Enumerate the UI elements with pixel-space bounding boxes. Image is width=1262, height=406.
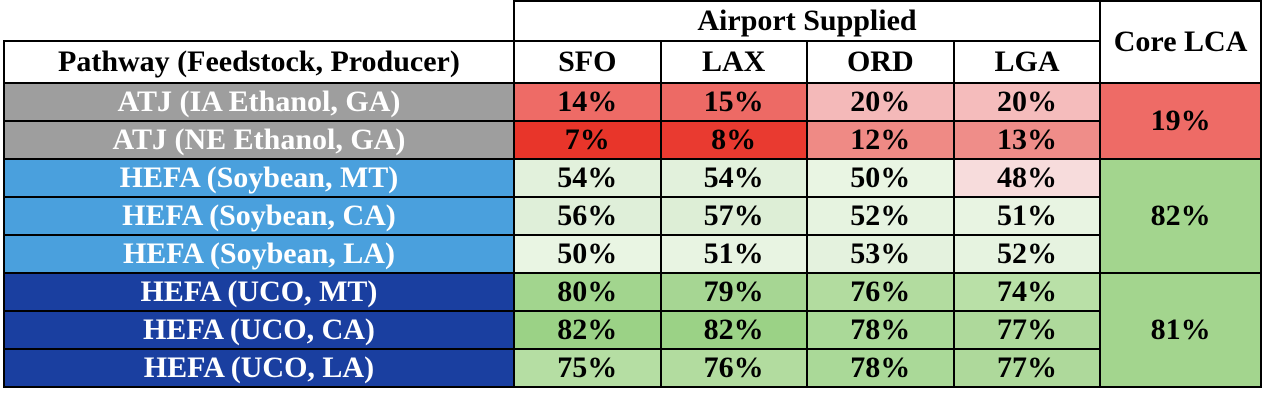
value-cell-ord: 78% bbox=[805, 310, 955, 350]
table-row: HEFA (Soybean, LA) 50% 51% 53% 52% bbox=[3, 234, 1261, 274]
pathway-cell: ATJ (IA Ethanol, GA) bbox=[3, 82, 515, 122]
value-cell-lax: 57% bbox=[659, 196, 808, 236]
table-row: HEFA (Soybean, CA) 56% 57% 52% 51% bbox=[3, 196, 1261, 236]
value-cell-lga: 77% bbox=[952, 348, 1102, 388]
table-row: HEFA (UCO, LA) 75% 76% 78% 77% bbox=[3, 348, 1261, 388]
airport-supplied-header: Airport Supplied bbox=[512, 0, 1102, 42]
core-lca-cell: 19% bbox=[1099, 82, 1262, 160]
value-cell-sfo: 75% bbox=[512, 348, 662, 388]
value-cell-lax: 76% bbox=[659, 348, 808, 388]
core-lca-header: Core LCA bbox=[1099, 0, 1262, 84]
value-cell-lga: 13% bbox=[952, 120, 1102, 160]
table-row: HEFA (UCO, MT) 80% 79% 76% 74% 81% bbox=[3, 272, 1262, 388]
value-cell-sfo: 7% bbox=[512, 120, 662, 160]
value-cell-lax: 8% bbox=[659, 120, 808, 160]
pathway-cell: ATJ (NE Ethanol, GA) bbox=[3, 120, 515, 160]
pathway-cell: HEFA (Soybean, CA) bbox=[3, 196, 515, 236]
value-cell-lga: 48% bbox=[952, 158, 1102, 198]
airport-header-sfo: SFO bbox=[512, 40, 662, 84]
value-cell-ord: 76% bbox=[805, 272, 955, 312]
value-cell-sfo: 14% bbox=[512, 82, 662, 122]
value-cell-lga: 51% bbox=[952, 196, 1102, 236]
value-cell-lax: 79% bbox=[659, 272, 808, 312]
table-row: ATJ (NE Ethanol, GA) 7% 8% 12% 13% bbox=[3, 120, 1261, 160]
value-cell-sfo: 56% bbox=[512, 196, 662, 236]
value-cell-lax: 15% bbox=[659, 82, 808, 122]
value-cell-sfo: 54% bbox=[512, 158, 662, 198]
table-row: ATJ (IA Ethanol, GA) 14% 15% 20% 20% 19% bbox=[3, 82, 1262, 160]
value-cell-ord: 50% bbox=[805, 158, 955, 198]
airport-header-lga: LGA bbox=[952, 40, 1102, 84]
table-row: HEFA (UCO, CA) 82% 82% 78% 77% bbox=[3, 310, 1261, 350]
pathway-cell: HEFA (Soybean, LA) bbox=[3, 234, 515, 274]
airport-header-ord: ORD bbox=[805, 40, 955, 84]
value-cell-lax: 82% bbox=[659, 310, 808, 350]
core-lca-cell: 81% bbox=[1099, 272, 1262, 388]
value-cell-lax: 51% bbox=[659, 234, 808, 274]
value-cell-lga: 20% bbox=[952, 82, 1102, 122]
table-body: ATJ (IA Ethanol, GA) 14% 15% 20% 20% 19% ATJ (… bbox=[3, 82, 1262, 388]
value-cell-ord: 78% bbox=[805, 348, 955, 388]
value-cell-ord: 53% bbox=[805, 234, 955, 274]
lca-table: Airport Supplied Core LCA Pathway (Feeds… bbox=[3, 0, 1262, 388]
value-cell-ord: 20% bbox=[805, 82, 955, 122]
pathway-header: Pathway (Feedstock, Producer) bbox=[3, 40, 515, 84]
table-row: HEFA (Soybean, MT) 54% 54% 50% 48% 82% bbox=[3, 158, 1262, 274]
value-cell-ord: 52% bbox=[805, 196, 955, 236]
pathway-cell: HEFA (UCO, CA) bbox=[3, 310, 515, 350]
value-cell-sfo: 80% bbox=[512, 272, 662, 312]
pathway-cell: HEFA (UCO, MT) bbox=[3, 272, 515, 312]
core-lca-cell: 82% bbox=[1099, 158, 1262, 274]
pathway-cell: HEFA (UCO, LA) bbox=[3, 348, 515, 388]
value-cell-sfo: 82% bbox=[512, 310, 662, 350]
value-cell-lga: 77% bbox=[952, 310, 1102, 350]
value-cell-lax: 54% bbox=[659, 158, 808, 198]
pathway-cell: HEFA (Soybean, MT) bbox=[3, 158, 515, 198]
airport-header-lax: LAX bbox=[659, 40, 808, 84]
value-cell-sfo: 50% bbox=[512, 234, 662, 274]
value-cell-lga: 52% bbox=[952, 234, 1102, 274]
value-cell-ord: 12% bbox=[805, 120, 955, 160]
header-blank-cell bbox=[4, 1, 515, 42]
value-cell-lga: 74% bbox=[952, 272, 1102, 312]
